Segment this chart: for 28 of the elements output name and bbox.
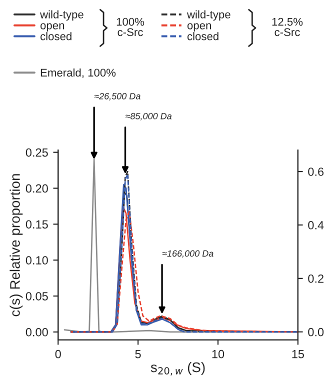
x-tick-label: 0 (55, 350, 61, 358)
x-tick-label: 15 (292, 350, 304, 358)
y-tick-label: 0.20 (26, 184, 48, 193)
legend-label: closed (187, 32, 218, 40)
y-tick-label: 0.10 (26, 256, 48, 265)
text: 100% c-Src (116, 18, 144, 36)
y2-tick-label: 0.0 (308, 328, 324, 336)
y2-tick-label: 0.4 (308, 221, 324, 230)
annotation: ≈166,000 Da (162, 250, 214, 258)
y-tick-label: 0.25 (26, 148, 48, 157)
annotation: ≈85,000 Da (126, 112, 172, 120)
y-tick-label: 0.00 (26, 328, 48, 336)
legend-label: open (187, 23, 211, 32)
legend-label: open (40, 23, 64, 32)
x-tick-label: 10 (212, 350, 224, 358)
text: 12.5% c-Src (272, 18, 303, 36)
legend-label: wild-type (186, 10, 230, 21)
y2-tick-label: 0.6 (308, 168, 324, 176)
legend-label: closed (40, 32, 72, 40)
y2-tick-label: 0.2 (308, 274, 324, 283)
y-tick-label: 0.05 (26, 292, 48, 300)
y-tick-label: 0.15 (26, 220, 48, 229)
legend-label: Emerald, 100% (40, 68, 116, 78)
x-axis-title: s$_{20,w}$ (S) (150, 362, 205, 376)
legend-label: wild-type (40, 10, 84, 21)
annotation: ≈26,500 Da (94, 92, 140, 100)
x-tick-label: 5 (135, 350, 141, 358)
y-axis-title: c(s) Relative proportion (10, 174, 23, 316)
